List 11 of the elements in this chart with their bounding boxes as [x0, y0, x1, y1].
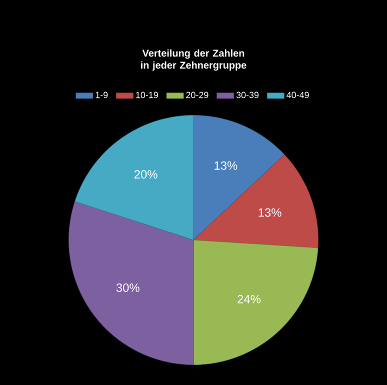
- chart-title: Verteilung der Zahlen in jeder Zehnergruppe: [141, 49, 246, 71]
- data-label: 13%: [258, 208, 282, 217]
- legend-label: 40-49: [286, 92, 309, 98]
- legend-label: 30-39: [236, 92, 259, 98]
- legend-label: 20-29: [186, 92, 208, 98]
- data-label: 20%: [134, 170, 158, 179]
- data-label: 13%: [214, 161, 238, 170]
- data-label: 30%: [116, 283, 140, 292]
- legend-label: 1-9: [96, 92, 108, 98]
- data-label: 24%: [238, 294, 261, 304]
- legend-label: 10-19: [136, 92, 158, 98]
